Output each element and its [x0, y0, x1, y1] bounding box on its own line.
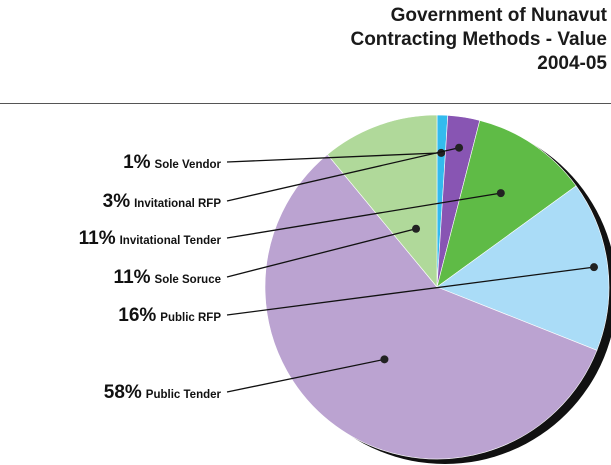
leader-dot-sole-soruce — [412, 224, 421, 233]
chart-title: Government of Nunavut Contracting Method… — [350, 4, 607, 76]
leader-line-invitational-tender — [226, 192, 501, 239]
title-line-3: 2004-05 — [537, 53, 607, 74]
slice-percent-sole-vendor: 1% — [123, 152, 151, 173]
leader-dot-public-tender — [380, 355, 389, 364]
slice-percent-public-rfp: 16% — [118, 305, 156, 326]
leader-dot-invitational-rfp — [455, 143, 464, 152]
slice-label-invitational-tender: 11% Invitational Tender — [79, 228, 222, 249]
slice-percent-public-tender: 58% — [104, 382, 142, 403]
title-line-1: Government of Nunavut — [390, 5, 607, 26]
slice-percent-sole-soruce: 11% — [114, 267, 151, 288]
leader-line-invitational-rfp — [226, 147, 460, 202]
slice-label-sole-soruce: 11% Sole Soruce — [114, 267, 221, 288]
pie-slice-public-tender — [264, 154, 598, 460]
slice-percent-invitational-rfp: 3% — [103, 191, 131, 212]
pie-slice-sole-soruce — [326, 114, 438, 288]
pie-labels: 1% Sole Vendor 3% Invitational RFP 11% Invita… — [79, 143, 598, 403]
slice-label-invitational-rfp: 3% Invitational RFP — [103, 191, 222, 212]
leader-line-sole-soruce — [226, 228, 417, 278]
leader-dot-public-rfp — [589, 263, 598, 272]
slice-name-invitational-rfp: Invitational RFP — [134, 198, 221, 210]
pie-slices — [264, 114, 610, 460]
leader-line-public-rfp — [226, 266, 595, 316]
title-line-2: Contracting Methods - Value — [350, 29, 607, 50]
pie-slice-public-rfp — [436, 185, 610, 351]
title-divider — [0, 103, 611, 104]
slice-name-sole-soruce: Sole Soruce — [155, 274, 221, 286]
slice-label-sole-vendor: 1% Sole Vendor — [123, 152, 221, 173]
slice-label-public-rfp: 16% Public RFP — [118, 305, 221, 326]
slice-percent-invitational-tender: 11% — [79, 228, 116, 249]
slice-name-invitational-tender: Invitational Tender — [120, 235, 222, 247]
pie-slice-invitational-tender — [436, 120, 577, 288]
leader-dot-invitational-tender — [496, 189, 505, 198]
slice-label-public-tender: 58% Public Tender — [104, 382, 222, 403]
slice-name-sole-vendor: Sole Vendor — [155, 159, 222, 171]
leader-line-public-tender — [226, 358, 385, 393]
slice-name-public-rfp: Public RFP — [160, 312, 221, 324]
leader-line-sole-vendor — [226, 152, 442, 163]
slice-name-public-tender: Public Tender — [146, 389, 222, 401]
